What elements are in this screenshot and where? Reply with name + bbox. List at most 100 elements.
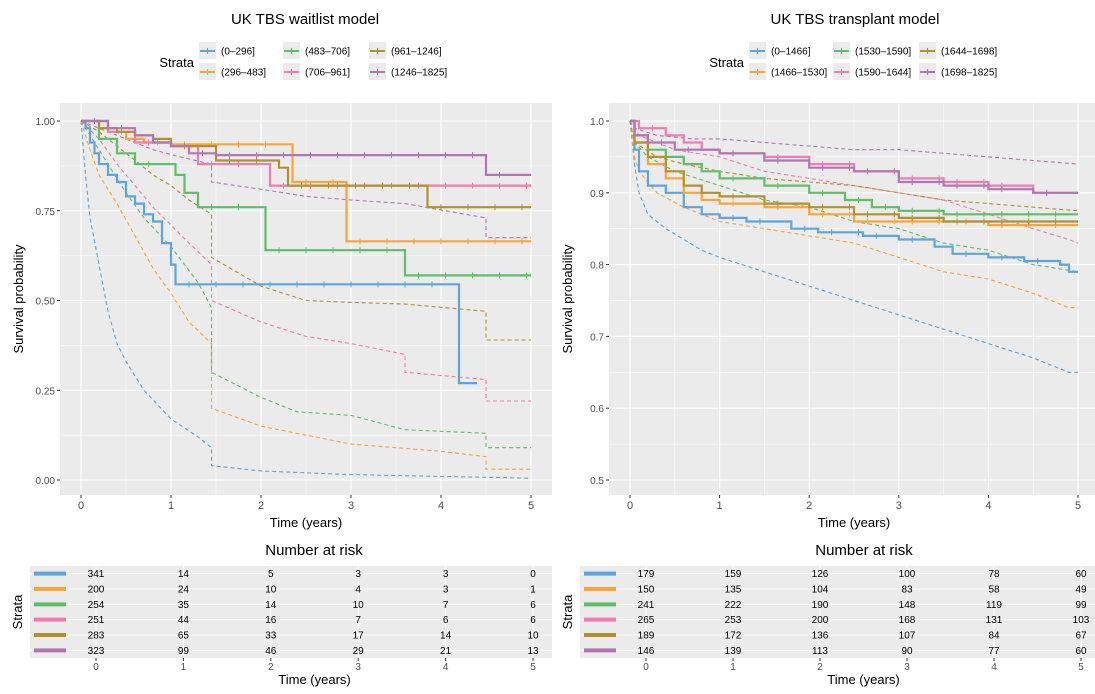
x-tick-label: 4 [985,500,991,512]
risk-x-tick-label: 1 [181,662,187,673]
risk-count: 84 [988,631,1000,642]
series-3 [80,120,531,449]
risk-count: 241 [638,600,655,611]
legend-item: (483–706] [283,42,350,59]
risk-count: 265 [638,615,655,626]
legend-item: (1246–1825] [369,63,447,80]
series-2 [80,120,531,470]
risk-count: 83 [901,585,913,596]
legend-item: (1530–1590] [833,42,911,59]
risk-count: 253 [725,615,742,626]
y-tick-label: 0.75 [36,207,56,218]
risk-x-tick-label: 5 [1078,662,1084,673]
y-tick-label: 0.50 [36,297,56,308]
legend-label: (483–706] [305,47,350,58]
legend-label: (0–296] [221,47,255,58]
risk-count: 24 [178,585,190,596]
risk-count: 6 [530,615,536,626]
risk-count: 10 [265,585,277,596]
x-axis-label: Time (years) [818,515,890,530]
risk-x-tick-label: 0 [643,662,649,673]
y-tick-label: 0.9 [590,189,604,200]
x-tick-label: 5 [1075,500,1081,512]
risk-count: 172 [725,631,742,642]
risk-count: 103 [1073,615,1090,626]
risk-count: 58 [988,585,1000,596]
chart-title: UK TBS transplant model [771,11,940,28]
y-tick-label: 0.00 [36,476,56,487]
risk-count: 35 [178,600,190,611]
risk-count: 78 [988,569,1000,580]
risk-count: 146 [638,646,655,657]
risk-count: 200 [812,615,829,626]
risk-count: 14 [440,631,452,642]
legend-item: (1466–1530] [749,63,827,80]
y-tick-label: 0.25 [36,386,56,397]
x-tick-label: 1 [717,500,723,512]
x-tick-label: 0 [627,500,633,512]
risk-count: 14 [178,569,190,580]
risk-count: 3 [443,585,449,596]
risk-x-tick-label: 3 [904,662,910,673]
legend-item: (706–961] [283,63,350,80]
legend-label: (961–1246] [391,47,442,58]
legend: Strata (0–296] (296–483] (483–706] (706–961]… [159,42,447,80]
risk-count: 46 [265,646,277,657]
predicted-survival-line [80,120,531,402]
risk-count: 3 [355,569,361,580]
legend-item: (1644–1698] [919,42,997,59]
risk-count: 107 [899,631,916,642]
risk-count: 150 [638,585,655,596]
series-1-observed [81,119,477,385]
risk-count: 100 [899,569,916,580]
risk-x-axis-label: Time (years) [278,672,350,687]
risk-count: 6 [443,615,449,626]
risk-count: 254 [88,600,105,611]
risk-count: 3 [443,569,449,580]
risk-count: 341 [88,569,105,580]
risk-count: 119 [986,600,1002,611]
predicted-survival-line [629,120,1078,373]
risk-x-tick-label: 1 [730,662,736,673]
legend-label: (1530–1590] [855,47,911,58]
series-3-observed [81,119,531,279]
plot-panel [609,103,1095,495]
km-survival-curve [630,119,1078,194]
legend-label: (296–483] [221,68,266,79]
x-tick-label: 5 [528,500,534,512]
risk-count: 10 [527,631,539,642]
risk-count: 148 [899,600,916,611]
risk-table-panel [30,566,552,658]
km-survival-curve [81,119,531,176]
series-6-observed [81,118,531,178]
risk-x-tick-label: 0 [93,662,99,673]
chart-title: UK TBS waitlist model [231,11,379,28]
legend: Strata (0–1466] (1466–1530] (1530–1590] (159… [709,42,997,80]
risk-x-tick-label: 2 [817,662,823,673]
chart-transplant: UK TBS transplant model Strata (0–1466] (14… [560,11,1095,687]
predicted-survival-line [80,120,531,341]
risk-x-tick-label: 5 [530,662,536,673]
series-1-observed [630,119,1078,273]
risk-count: 7 [443,600,449,611]
km-survival-curve [81,119,477,385]
risk-table-title: Number at risk [815,542,913,559]
predicted-survival-line [629,120,1079,165]
risk-count: 135 [725,585,742,596]
legend-title: Strata [159,55,194,70]
y-tick-label: 1.0 [590,117,604,128]
km-survival-curve [630,119,1078,194]
legend-title: Strata [709,55,744,70]
risk-count: 44 [178,615,190,626]
risk-count: 104 [812,585,829,596]
x-tick-label: 3 [348,500,354,512]
y-axis-label: Survival probability [11,244,26,354]
legend-item: (1590–1644] [833,63,911,80]
x-tick-label: 4 [438,500,444,512]
risk-count: 90 [901,646,913,657]
risk-y-axis-label: Strata [560,594,575,629]
series-5-observed [630,119,1078,225]
x-tick-label: 2 [806,500,812,512]
risk-count: 10 [353,600,365,611]
